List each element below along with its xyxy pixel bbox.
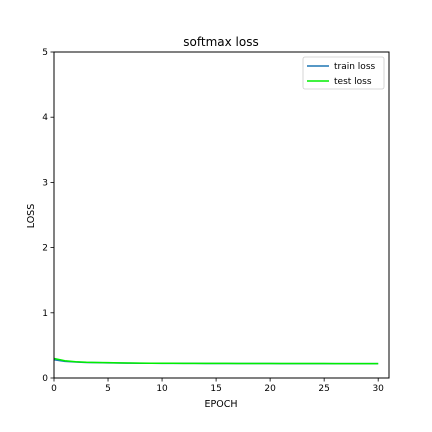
y-axis-label: LOSS [26, 204, 37, 229]
x-axis-label: EPOCH [205, 399, 238, 410]
x-tick-label: 0 [51, 384, 57, 394]
axes: 0 5 10 15 20 25 30 0 1 2 3 4 5 [42, 48, 384, 394]
x-tick-label: 5 [105, 384, 111, 394]
plot-area [53, 357, 379, 365]
x-tick-label: 25 [318, 384, 329, 394]
y-tick-label: 1 [42, 309, 48, 319]
legend-entry-2: test loss [334, 77, 372, 87]
x-tick-label: 30 [372, 384, 384, 394]
y-tick-label: 4 [42, 113, 48, 123]
x-tick-label: 20 [264, 384, 276, 394]
plot-frame [53, 51, 390, 379]
y-tick-label: 5 [42, 48, 48, 58]
x-tick-label: 15 [210, 384, 221, 394]
y-tick-label: 2 [42, 244, 48, 254]
x-tick-label: 10 [156, 384, 168, 394]
legend-entry-1: train loss [334, 62, 376, 72]
chart-title: softmax loss [183, 35, 258, 49]
legend: train loss test loss [302, 56, 385, 90]
y-tick-label: 3 [42, 178, 48, 188]
series-line-2 [53, 357, 379, 365]
y-tick-label: 0 [42, 374, 48, 384]
